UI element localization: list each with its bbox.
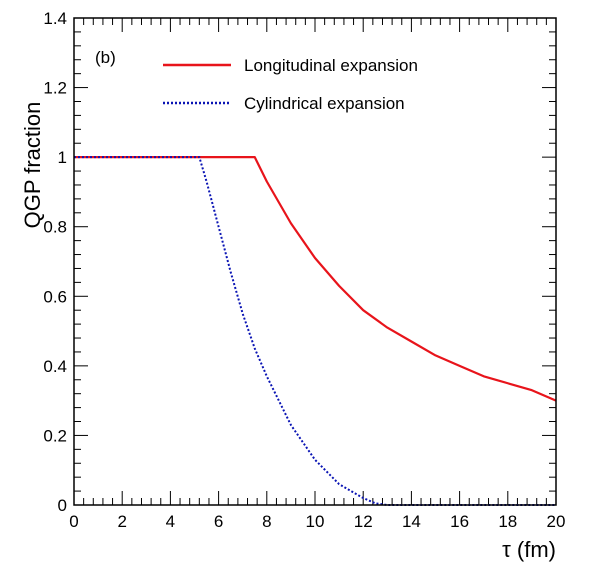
x-tick-label: 18 bbox=[498, 512, 517, 531]
x-tick-label: 6 bbox=[214, 512, 223, 531]
x-tick-label: 14 bbox=[402, 512, 421, 531]
y-tick-label: 0 bbox=[58, 496, 67, 515]
y-axis-title: QGP fraction bbox=[20, 102, 45, 229]
legend-label-longitudinal: Longitudinal expansion bbox=[244, 56, 418, 75]
x-tick-label: 10 bbox=[306, 512, 325, 531]
x-tick-label: 8 bbox=[262, 512, 271, 531]
legend-label-cylindrical: Cylindrical expansion bbox=[244, 94, 405, 113]
y-tick-label: 1.2 bbox=[43, 79, 67, 98]
y-tick-label: 0.6 bbox=[43, 287, 67, 306]
x-tick-label: 4 bbox=[166, 512, 175, 531]
series-longitudinal-line bbox=[74, 156, 557, 402]
x-axis-title: τ (fm) bbox=[502, 537, 556, 562]
y-tick-label: 0.2 bbox=[43, 426, 67, 445]
y-tick-label: 0.8 bbox=[43, 218, 67, 237]
series-cylindrical-line bbox=[74, 156, 556, 506]
tick-labels: 0 2 4 6 8 10 12 14 16 18 20 0 0.2 0.4 0.6 0.8 1 1.2 1.4 bbox=[43, 9, 565, 531]
x-tick-label: 12 bbox=[354, 512, 373, 531]
y-tick-label: 1 bbox=[58, 148, 67, 167]
plot-frame bbox=[73, 17, 557, 506]
series-layer bbox=[74, 156, 557, 506]
x-tick-label: 0 bbox=[69, 512, 78, 531]
y-tick-label: 1.4 bbox=[43, 9, 67, 28]
axis-ticks bbox=[73, 17, 557, 506]
panel-label: (b) bbox=[95, 48, 116, 67]
legend: Longitudinal expansion Cylindrical expan… bbox=[163, 56, 418, 113]
x-tick-label: 16 bbox=[450, 512, 469, 531]
y-tick-label: 0.4 bbox=[43, 357, 67, 376]
x-tick-label: 2 bbox=[117, 512, 126, 531]
x-tick-label: 20 bbox=[547, 512, 566, 531]
